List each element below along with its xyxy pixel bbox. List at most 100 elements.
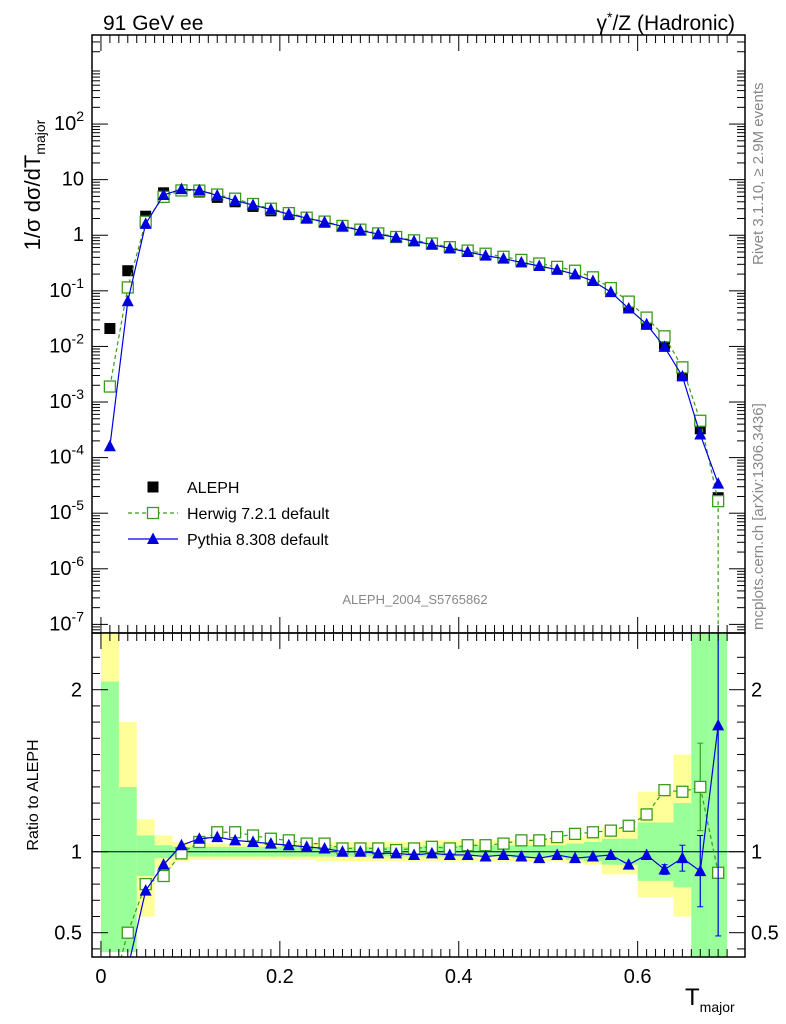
ratio-point-herwig <box>479 839 492 852</box>
ratio-y-tick-label: 0.5 <box>54 923 82 945</box>
data-point-pythia <box>676 369 689 382</box>
ratio-point-pythia <box>551 848 564 860</box>
y-tick-label: 10 <box>62 169 84 191</box>
y-tick-label: 10-4 <box>49 442 84 469</box>
ratio-point-pythia <box>640 848 653 860</box>
mcplots-label: mcplots.cern.ch [arXiv:1306.3436] <box>750 403 767 630</box>
data-point-pythia <box>622 302 635 314</box>
uncertainty-band-green <box>100 681 119 953</box>
data-point-data <box>104 323 116 335</box>
ratio-point-herwig <box>622 819 635 832</box>
y-tick-label: 1 <box>73 224 84 246</box>
ratio-frame <box>91 632 746 958</box>
x-tick-label: 0.2 <box>266 966 294 988</box>
x-tick-label: 0.6 <box>624 966 652 988</box>
data-point-pythia <box>336 219 349 232</box>
y-tick-label: 10-7 <box>49 608 84 635</box>
ratio-point-pythia <box>157 858 170 870</box>
data-point-pythia <box>264 203 277 215</box>
ratio-point-pythia <box>175 838 188 851</box>
ratio-point-herwig <box>568 827 582 841</box>
plot-title-right: γ*/Z (Hadronic) <box>597 9 735 35</box>
ratio-point-pythia <box>408 848 421 860</box>
data-point-pythia <box>282 207 295 220</box>
legend-label-pythia: Pythia 8.308 default <box>187 532 329 549</box>
data-point-pythia <box>354 223 367 236</box>
x-tick-label: 0 <box>95 966 106 988</box>
data-point-pythia <box>658 340 671 352</box>
ratio-point-pythia <box>479 850 492 862</box>
ratio-point-pythia <box>694 864 707 877</box>
data-point-data <box>122 265 134 277</box>
ratio-y-tick-label-right: 0.5 <box>751 923 779 945</box>
plot-title-left: 91 GeV ee <box>103 12 203 35</box>
data-point-herwig <box>121 281 134 294</box>
ratio-point-pythia <box>712 718 725 731</box>
data-point-pythia <box>443 241 456 254</box>
ratio-y-tick-label: 1 <box>71 842 82 864</box>
data-point-pythia <box>425 238 438 250</box>
ratio-point-herwig <box>121 926 134 939</box>
ratio-point-pythia <box>336 845 349 857</box>
ratio-panel: 0 0.2 0.4 0.6 0.5 0.5 1 1 2 2 Ratio to ALEPH Tmaj… <box>25 617 779 1015</box>
ratio-point-pythia <box>354 845 367 857</box>
legend-marker-herwig <box>146 506 160 520</box>
ratio-point-pythia <box>676 851 689 864</box>
data-point-pythia <box>139 217 152 229</box>
ratio-point-pythia <box>193 832 206 844</box>
y-tick-label: 10-5 <box>49 497 84 524</box>
series-line-pythia <box>109 188 719 484</box>
ratio-y-tick-label-right: 2 <box>751 680 762 702</box>
legend-label-herwig: Herwig 7.2.1 default <box>187 506 330 523</box>
data-point-pythia <box>372 227 385 240</box>
data-point-pythia <box>390 231 403 243</box>
data-point-pythia <box>569 267 582 280</box>
ratio-point-pythia <box>497 848 510 860</box>
data-point-pythia <box>551 263 564 275</box>
ratio-point-pythia <box>533 851 546 864</box>
data-point-pythia <box>408 234 421 247</box>
ratio-point-herwig <box>533 834 546 847</box>
ratio-point-herwig <box>497 837 510 850</box>
data-point-pythia <box>121 294 134 307</box>
y-tick-label: 102 <box>54 108 84 135</box>
ratio-point-pythia <box>318 841 331 854</box>
ratio-point-pythia <box>264 837 277 849</box>
data-point-herwig <box>658 330 671 343</box>
legend-marker-pythia <box>147 532 159 544</box>
ratio-point-pythia <box>586 850 599 862</box>
data-point-pythia <box>461 245 474 257</box>
ratio-y-tick-label: 2 <box>71 680 82 702</box>
data-point-pythia <box>712 477 725 489</box>
ratio-point-pythia <box>658 863 671 875</box>
ratio-point-herwig <box>694 780 707 794</box>
ratio-y-tick-label-right: 1 <box>751 842 762 864</box>
data-point-pythia <box>515 255 528 268</box>
y-tick-label: 10-3 <box>49 386 84 413</box>
rivet-label: Rivet 3.1.10, ≥ 2.9M events <box>750 83 767 266</box>
ratio-point-pythia <box>211 830 224 843</box>
ratio-point-pythia <box>372 846 385 859</box>
uncertainty-band-green <box>118 786 137 953</box>
main-panel: 10-7 10-6 10-5 10-4 10-3 10-2 10-1 1 10 102 ALEPH… <box>20 34 746 635</box>
x-axis-label: Tmajor <box>685 984 735 1015</box>
data-point-pythia <box>604 285 617 298</box>
data-point-herwig <box>103 380 117 393</box>
ratio-point-herwig <box>658 783 671 797</box>
main-y-axis-label: 1/σ dσ/dTmajor <box>20 119 48 250</box>
data-point-pythia <box>193 183 206 196</box>
analysis-watermark: ALEPH_2004_S5765862 <box>342 592 487 607</box>
ratio-point-pythia <box>443 848 456 860</box>
data-point-pythia <box>640 317 653 330</box>
ratio-point-herwig <box>676 785 689 798</box>
ratio-point-pythia <box>229 833 242 846</box>
data-point-herwig <box>694 414 707 427</box>
x-tick-label: 0.4 <box>445 966 473 988</box>
ratio-point-pythia <box>282 838 295 851</box>
ratio-point-pythia <box>569 851 582 864</box>
data-point-pythia <box>694 428 707 440</box>
y-tick-label: 10-2 <box>49 330 84 357</box>
ratio-point-herwig <box>604 824 617 837</box>
ratio-y-axis-label: Ratio to ALEPH <box>25 739 42 850</box>
